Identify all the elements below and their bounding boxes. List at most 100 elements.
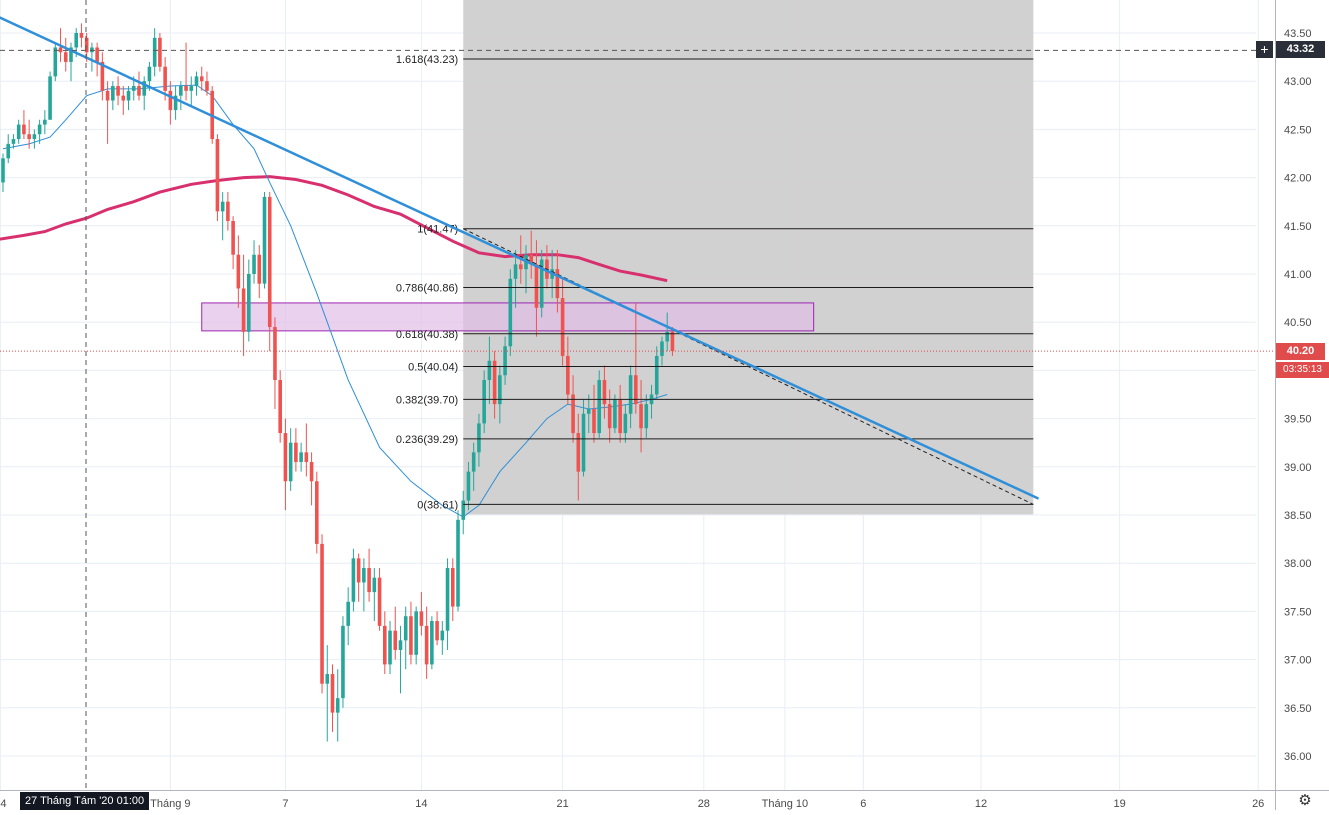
candle-down (226, 192, 230, 231)
candle-up (398, 625, 403, 694)
candle-up (11, 134, 16, 149)
candle-body (482, 380, 486, 424)
candle-body (456, 519, 460, 607)
candle-up (262, 192, 267, 289)
candle-body (205, 81, 209, 91)
x-tick-label: Tháng 9 (150, 798, 190, 810)
candle-body (158, 37, 162, 67)
fibonacci-zone[interactable] (463, 0, 1034, 515)
candle-up (362, 558, 366, 612)
ma-slow-line (0, 175, 668, 283)
candle-body (602, 380, 607, 405)
candle-down (592, 384, 596, 443)
fib-shaded-area (463, 0, 1034, 515)
candle-up (471, 442, 476, 491)
candle-down (27, 119, 31, 149)
candle-body (539, 259, 544, 308)
candle-body (654, 355, 659, 395)
candle-body (597, 380, 602, 434)
candle-up (513, 249, 518, 308)
candle-body (356, 558, 361, 583)
candle-up (252, 240, 256, 284)
candle-body (69, 47, 73, 62)
candle-body (147, 66, 152, 82)
plus-icon[interactable]: + (1256, 41, 1273, 58)
candle-down (450, 558, 455, 622)
candle-up (482, 370, 486, 434)
candle-body (273, 327, 277, 381)
candle-down (566, 336, 570, 405)
crosshair-date-badge: 27 Tháng Tám '20 01:00 (20, 792, 150, 810)
y-tick-label: 36.50 (1284, 703, 1312, 715)
candle-body (492, 360, 497, 405)
candle-body (32, 134, 37, 140)
candle-down (529, 230, 534, 279)
resistance-zone-rectangle (201, 302, 815, 332)
candle-body (477, 423, 481, 453)
candle-body (168, 90, 173, 111)
x-tick-label: 7 (282, 798, 288, 810)
candle-body (419, 611, 424, 626)
candle-body (440, 630, 445, 641)
candle-body (571, 394, 575, 434)
candle-down (273, 317, 277, 409)
candle-up (440, 621, 445, 655)
candle-body (22, 124, 26, 135)
fib-level-label: 0.5(40.04) (408, 362, 458, 374)
x-tick-label: 24 (0, 798, 7, 810)
candle-body (105, 90, 110, 101)
candle-body (320, 543, 324, 684)
gear-icon[interactable]: ⚙ (1298, 792, 1312, 809)
candle-up (32, 129, 37, 149)
candle-up (189, 76, 194, 106)
x-tick-label: 12 (975, 798, 987, 810)
trendline[interactable] (0, 16, 1040, 500)
candle-up (487, 336, 492, 405)
x-tick-label: 14 (415, 798, 427, 810)
candle-body (236, 254, 241, 289)
candle-body (445, 568, 450, 631)
y-tick-label: 41.50 (1284, 221, 1312, 233)
candle-up (90, 42, 94, 72)
candle-body (498, 375, 502, 405)
candle-body (126, 90, 131, 101)
candle-body (471, 452, 476, 472)
candle-up (445, 558, 450, 650)
candle-body (393, 630, 398, 650)
fibonacci-levels[interactable]: 1.618(43.23) 1(41.47) 0.786(40.86) 0.618(40… (396, 54, 1034, 511)
candle-up (142, 76, 147, 111)
candle-down (137, 71, 141, 101)
candle-body (278, 380, 282, 434)
candle-body (351, 558, 356, 602)
candle-down (294, 428, 298, 472)
highlight-rectangle[interactable] (201, 302, 815, 332)
candle-body (111, 86, 115, 101)
candle-down (116, 76, 120, 106)
candle-down (367, 548, 371, 602)
candle-down (634, 302, 638, 414)
candle-body (586, 408, 591, 414)
candle-up (194, 71, 199, 96)
candle-down (435, 611, 439, 646)
y-tick-label: 38.50 (1284, 510, 1312, 522)
candle-up (43, 110, 47, 135)
y-tick-label: 37.00 (1284, 655, 1312, 667)
candle-body (461, 500, 466, 520)
candle-body (382, 625, 387, 665)
candle-down (409, 601, 413, 665)
candle-body (173, 95, 178, 111)
candle-body (58, 47, 63, 53)
candle-down (63, 37, 68, 72)
candle-body (16, 124, 21, 140)
candle-down (393, 606, 398, 660)
candle-down (215, 134, 220, 221)
y-tick-label: 37.50 (1284, 606, 1312, 618)
candle-body (634, 375, 638, 405)
bar-countdown-badge: 03:35:13 (1276, 362, 1329, 378)
candle-down (602, 365, 607, 419)
candle-body (335, 698, 340, 713)
candle-down (105, 81, 110, 144)
